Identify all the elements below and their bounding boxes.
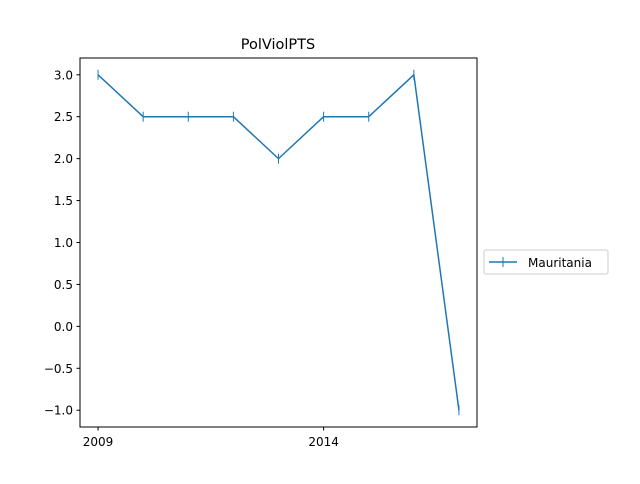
x-axis: 2009 2014: [83, 427, 339, 449]
y-tick-label: 2.0: [54, 152, 73, 166]
y-tick-label: 2.5: [54, 110, 73, 124]
x-tick-label: 2009: [83, 435, 114, 449]
series-layer: [97, 69, 460, 416]
y-tick-label: −1.0: [44, 404, 73, 418]
x-tick-label: 2014: [308, 435, 339, 449]
plot-frame: [79, 57, 478, 428]
legend-box: [483, 249, 609, 275]
legend: Mauritania: [483, 249, 609, 275]
y-tick-label: 1.5: [54, 194, 73, 208]
y-tick-label: −0.5: [44, 362, 73, 376]
y-tick-label: 1.0: [54, 236, 73, 250]
series-line: [97, 74, 460, 411]
legend-label: Mauritania: [528, 256, 592, 270]
chart-title: PolViolPTS: [241, 37, 315, 53]
y-tick-label: 0.0: [54, 320, 73, 334]
y-tick-label: 0.5: [54, 278, 73, 292]
y-tick-label: 3.0: [54, 68, 73, 82]
y-axis: 3.0 2.5 2.0 1.5 1.0 0.5 0.0 −0.5 −1.0: [44, 68, 80, 418]
